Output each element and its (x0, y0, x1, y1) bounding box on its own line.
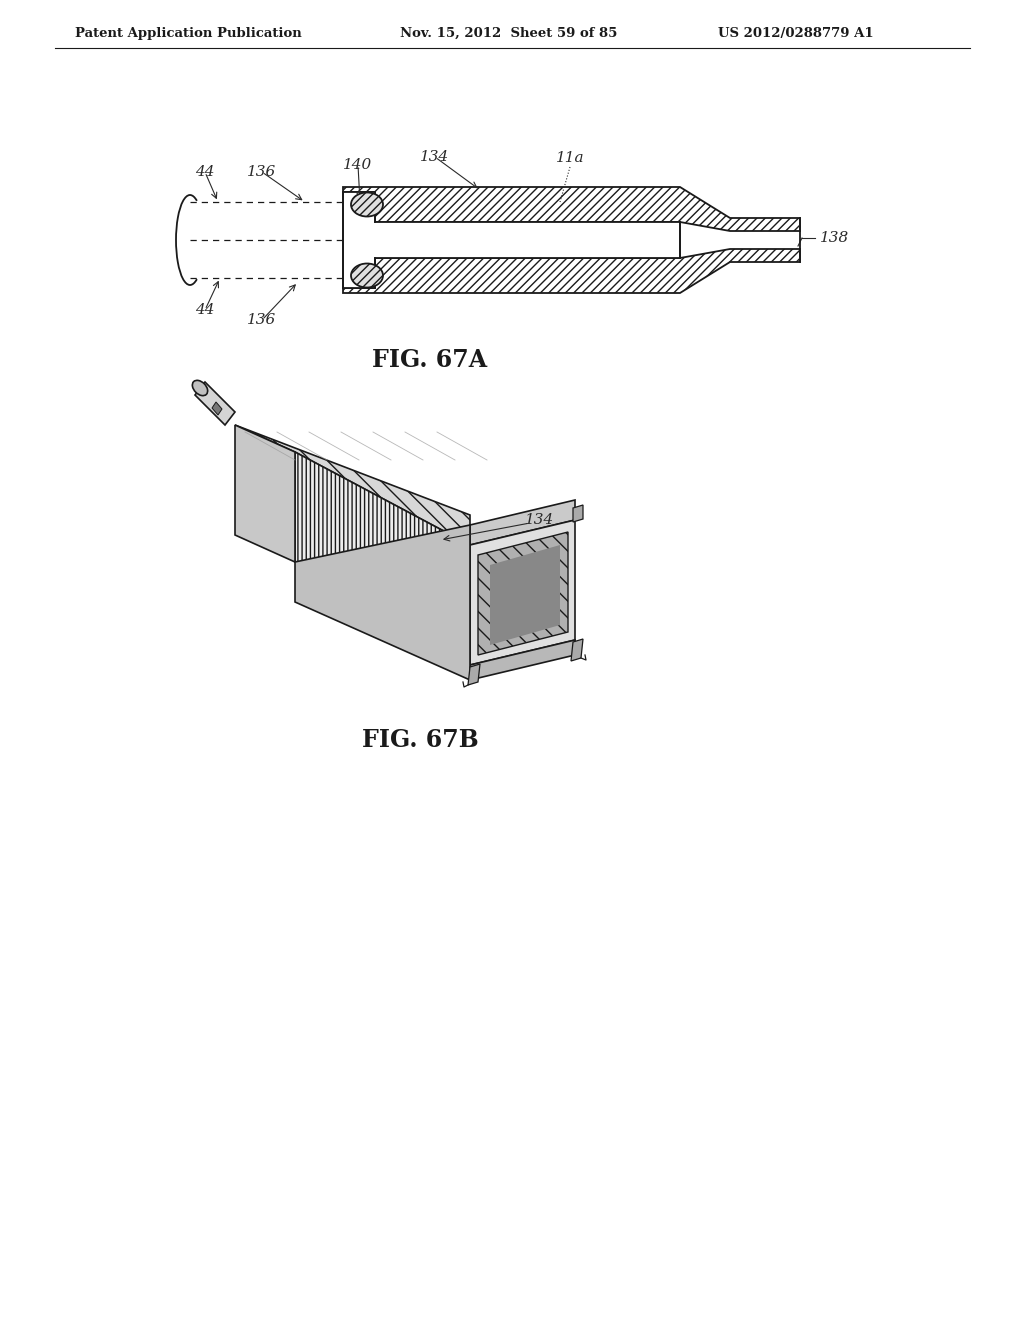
Polygon shape (295, 525, 470, 680)
Text: FIG. 67A: FIG. 67A (373, 348, 487, 372)
Polygon shape (573, 506, 583, 521)
Ellipse shape (193, 380, 208, 396)
Text: 11a: 11a (556, 150, 585, 165)
Text: 44: 44 (196, 304, 215, 317)
Polygon shape (343, 249, 800, 293)
Polygon shape (470, 500, 575, 545)
Polygon shape (343, 187, 800, 231)
Text: 44: 44 (196, 165, 215, 180)
Text: Patent Application Publication: Patent Application Publication (75, 26, 302, 40)
Text: 140: 140 (343, 158, 373, 172)
Ellipse shape (351, 193, 383, 216)
Text: 134: 134 (421, 150, 450, 164)
Text: US 2012/0288779 A1: US 2012/0288779 A1 (718, 26, 873, 40)
Text: FIG. 67B: FIG. 67B (361, 729, 478, 752)
Polygon shape (343, 191, 680, 288)
Polygon shape (295, 451, 470, 655)
Polygon shape (234, 425, 295, 562)
Polygon shape (478, 532, 568, 655)
Polygon shape (468, 664, 480, 685)
Polygon shape (195, 381, 234, 425)
Polygon shape (212, 403, 222, 414)
Polygon shape (234, 425, 470, 545)
Polygon shape (470, 640, 575, 680)
Polygon shape (571, 639, 583, 661)
Text: 136: 136 (248, 313, 276, 327)
Text: 136: 136 (248, 165, 276, 180)
Polygon shape (490, 545, 560, 645)
Text: Nov. 15, 2012  Sheet 59 of 85: Nov. 15, 2012 Sheet 59 of 85 (400, 26, 617, 40)
Text: 138: 138 (820, 231, 849, 246)
Polygon shape (470, 520, 575, 665)
Text: 134: 134 (525, 513, 555, 527)
Ellipse shape (351, 264, 383, 288)
